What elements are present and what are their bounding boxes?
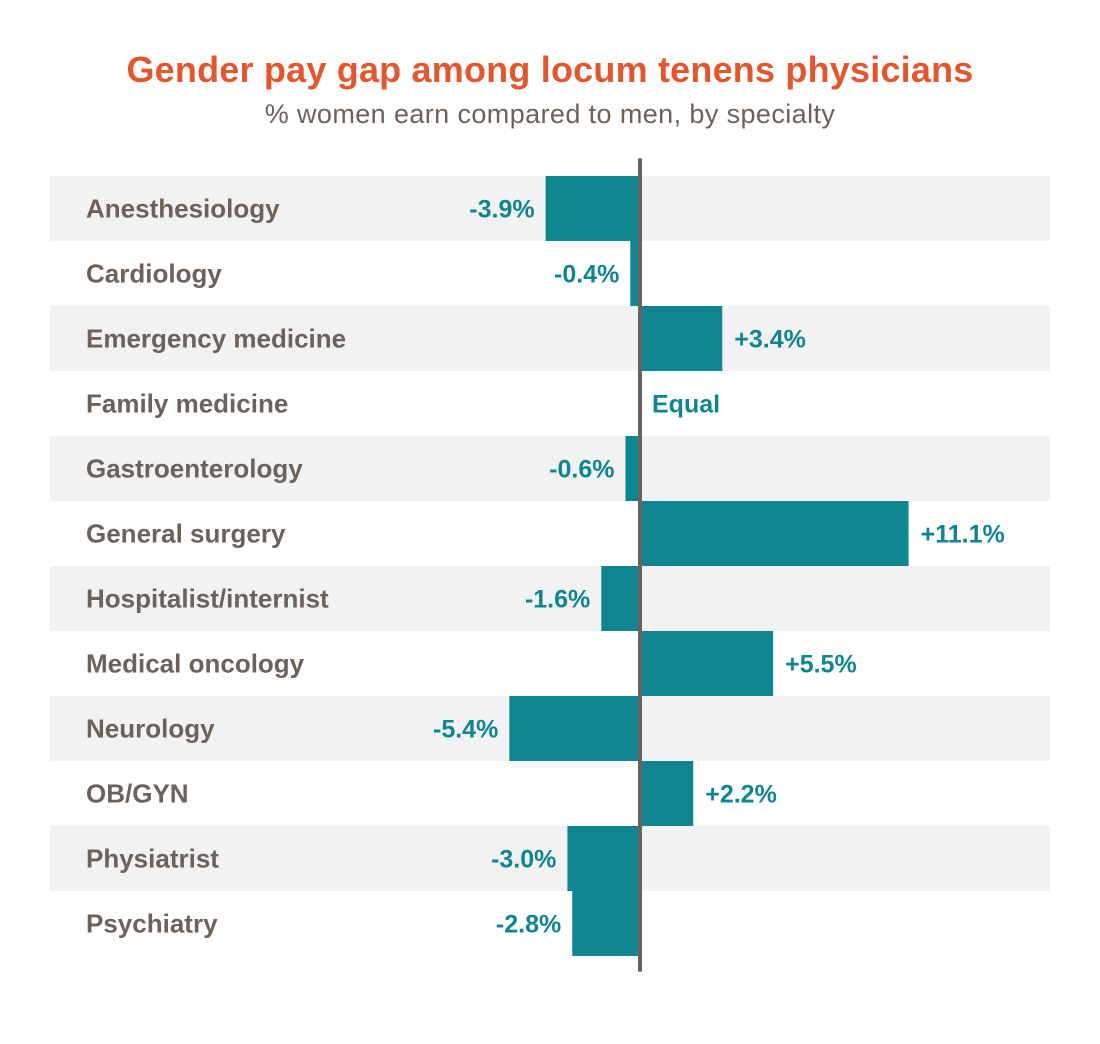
bar xyxy=(630,241,640,306)
data-label: +2.2% xyxy=(705,781,777,809)
category-label: General surgery xyxy=(86,519,286,549)
category-label: Gastroenterology xyxy=(86,454,303,484)
chart-subtitle: % women earn compared to men, by special… xyxy=(264,99,836,129)
data-label: -1.6% xyxy=(525,586,590,614)
bar xyxy=(625,436,640,501)
category-label: Anesthesiology xyxy=(86,194,280,224)
category-label: Psychiatry xyxy=(86,909,218,939)
bar xyxy=(567,826,640,891)
bar xyxy=(601,566,640,631)
category-label: Family medicine xyxy=(86,389,288,419)
row-band xyxy=(50,306,1050,371)
data-label: -0.4% xyxy=(554,261,619,289)
data-label: +3.4% xyxy=(734,326,806,354)
category-label: Hospitalist/internist xyxy=(86,584,329,614)
bar xyxy=(640,306,723,371)
category-label: Neurology xyxy=(86,714,215,744)
row-band xyxy=(50,436,1050,501)
data-label: -3.0% xyxy=(491,846,556,874)
data-label: -2.8% xyxy=(496,911,561,939)
category-label: Physiatrist xyxy=(86,844,219,874)
bar xyxy=(640,631,774,696)
data-label: +5.5% xyxy=(785,651,857,679)
data-label: -0.6% xyxy=(549,456,614,484)
chart-title: Gender pay gap among locum tenens physic… xyxy=(126,49,974,90)
category-label: Emergency medicine xyxy=(86,324,346,354)
row-band xyxy=(50,566,1050,631)
row-band xyxy=(50,826,1050,891)
data-label: -3.9% xyxy=(469,196,534,224)
bar xyxy=(509,696,640,761)
category-label: Cardiology xyxy=(86,259,222,289)
bar xyxy=(640,761,694,826)
data-label: Equal xyxy=(652,391,720,419)
bar xyxy=(545,176,640,241)
bar xyxy=(572,891,640,956)
bar xyxy=(640,501,909,566)
category-label: Medical oncology xyxy=(86,649,305,679)
category-label: OB/GYN xyxy=(86,779,189,809)
data-label: -5.4% xyxy=(433,716,498,744)
data-label: +11.1% xyxy=(921,521,1005,549)
